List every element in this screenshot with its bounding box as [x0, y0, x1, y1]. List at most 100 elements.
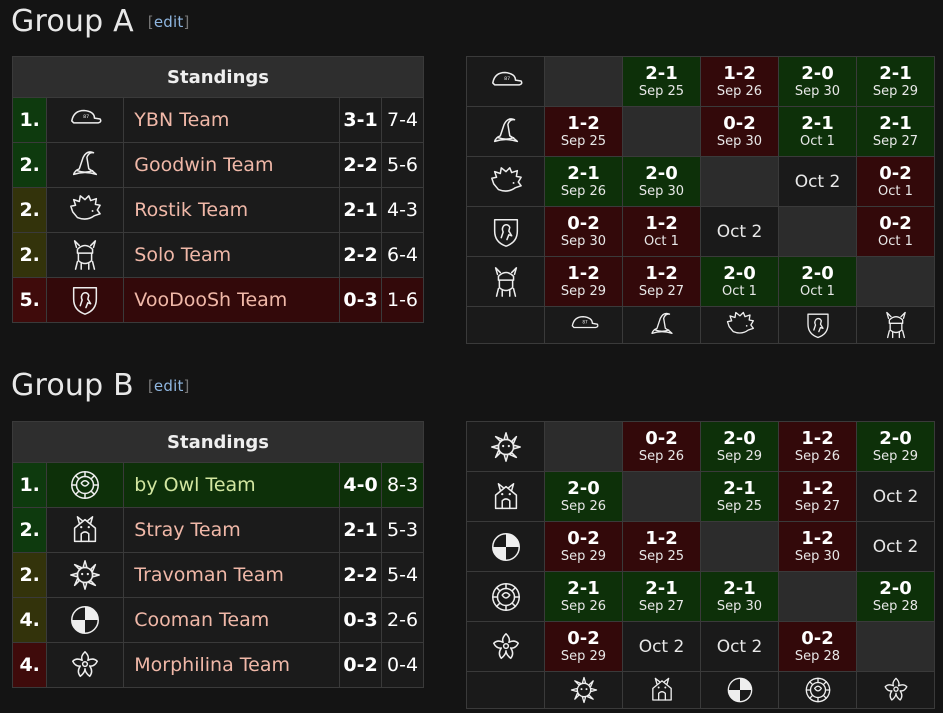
column-team-logo[interactable]: [778, 306, 857, 344]
match-result-cell[interactable]: 2-1 Oct 1: [778, 106, 857, 157]
row-team-logo[interactable]: [466, 206, 545, 257]
group-title-text: Group A: [11, 4, 134, 39]
team-name-link[interactable]: VooDooSh Team: [123, 277, 341, 323]
match-result-cell[interactable]: 2-0 Sep 30: [622, 156, 701, 207]
team-name-link[interactable]: Rostik Team: [123, 187, 341, 233]
match-result-cell[interactable]: 2-1 Sep 27: [622, 571, 701, 622]
match-result-cell[interactable]: 2-0 Sep 29: [700, 421, 779, 472]
row-team-logo[interactable]: [466, 256, 545, 307]
match-result-cell[interactable]: 0-2 Sep 29: [544, 621, 623, 672]
team-logo[interactable]: [46, 462, 125, 508]
row-team-logo[interactable]: [466, 471, 545, 522]
match-date: Oct 1: [800, 283, 835, 299]
scheduled-match-cell[interactable]: Oct 2: [856, 471, 935, 522]
match-score: 2-0: [645, 162, 678, 184]
rank: 2.: [11, 142, 48, 188]
match-result-cell[interactable]: 0-2 Oct 1: [856, 156, 935, 207]
team-name-link[interactable]: YBN Team: [123, 97, 341, 143]
scheduled-match-cell[interactable]: Oct 2: [778, 156, 857, 207]
team-name-link[interactable]: Solo Team: [123, 232, 341, 278]
match-result-cell[interactable]: 2-1 Sep 29: [856, 56, 935, 107]
column-team-logo[interactable]: [700, 671, 779, 709]
row-team-logo[interactable]: [466, 156, 545, 207]
match-result-cell[interactable]: 2-1 Sep 25: [700, 471, 779, 522]
group-a-standings-table: Standings 1. 87 YBN Team 3-1 7-4 2. Good…: [11, 56, 424, 323]
match-date: Sep 30: [794, 83, 841, 99]
column-team-logo[interactable]: [700, 306, 779, 344]
scheduled-match-cell[interactable]: Oct 2: [700, 206, 779, 257]
team-logo[interactable]: [46, 642, 125, 688]
column-team-logo[interactable]: [856, 306, 935, 344]
team-name-link[interactable]: Goodwin Team: [123, 142, 341, 188]
match-result-cell[interactable]: 2-0 Sep 26: [544, 471, 623, 522]
row-team-logo[interactable]: [466, 621, 545, 672]
match-result-cell[interactable]: 2-1 Sep 27: [856, 106, 935, 157]
standings-row: 2. Rostik Team 2-1 4-3: [11, 187, 424, 233]
match-result-cell[interactable]: 1-2 Sep 29: [544, 256, 623, 307]
row-team-logo[interactable]: 87: [466, 56, 545, 107]
scheduled-match-cell[interactable]: Oct 2: [622, 621, 701, 672]
match-result-cell[interactable]: 0-2 Sep 26: [622, 421, 701, 472]
standings-row: 1. by Owl Team 4-0 8-3: [11, 462, 424, 508]
team-name-link[interactable]: Stray Team: [123, 507, 341, 553]
match-result-cell[interactable]: 1-2 Oct 1: [622, 206, 701, 257]
team-name-link[interactable]: Travoman Team: [123, 552, 341, 598]
edit-link[interactable]: [edit]: [147, 13, 190, 31]
team-name-link[interactable]: Morphilina Team: [123, 642, 341, 688]
match-result-cell[interactable]: 2-0 Sep 30: [778, 56, 857, 107]
match-result-cell[interactable]: 0-2 Sep 30: [544, 206, 623, 257]
match-result-cell[interactable]: 1-2 Sep 27: [622, 256, 701, 307]
team-logo[interactable]: [46, 277, 125, 323]
match-date: Sep 27: [794, 498, 841, 514]
edit-link-label[interactable]: edit: [153, 377, 184, 395]
match-score: 2-1: [645, 62, 678, 84]
team-name-link[interactable]: Cooman Team: [123, 597, 341, 643]
match-result-cell[interactable]: 2-0 Sep 29: [856, 421, 935, 472]
team-logo[interactable]: 87: [46, 97, 125, 143]
match-result-cell[interactable]: 2-0 Sep 28: [856, 571, 935, 622]
column-team-logo[interactable]: 87: [544, 306, 623, 344]
column-team-logo[interactable]: [622, 306, 701, 344]
match-score: 0-2: [567, 627, 600, 649]
match-result-cell[interactable]: 2-0 Oct 1: [700, 256, 779, 307]
column-team-logo[interactable]: [544, 671, 623, 709]
match-result-cell[interactable]: 1-2 Sep 26: [778, 421, 857, 472]
column-team-logo[interactable]: [778, 671, 857, 709]
team-logo[interactable]: [46, 552, 125, 598]
scheduled-match-cell[interactable]: Oct 2: [856, 521, 935, 572]
crosstable-row: 2-0 Sep 26 2-1 Sep 25 1-2 Sep 27 Oct 2: [466, 471, 935, 522]
row-team-logo[interactable]: [466, 571, 545, 622]
match-result-cell[interactable]: 2-0 Oct 1: [778, 256, 857, 307]
match-result-cell[interactable]: 0-2 Sep 28: [778, 621, 857, 672]
team-logo[interactable]: [46, 597, 125, 643]
edit-link[interactable]: [edit]: [147, 377, 190, 395]
edit-link-label[interactable]: edit: [153, 13, 184, 31]
team-name-link[interactable]: by Owl Team: [123, 462, 341, 508]
rank: 1.: [11, 97, 48, 143]
row-team-logo[interactable]: [466, 106, 545, 157]
match-record: 2-2: [339, 142, 383, 188]
team-logo[interactable]: [46, 187, 125, 233]
match-result-cell[interactable]: 1-2 Sep 25: [544, 106, 623, 157]
match-result-cell[interactable]: 1-2 Sep 25: [622, 521, 701, 572]
match-result-cell[interactable]: 1-2 Sep 26: [700, 56, 779, 107]
team-logo[interactable]: [46, 507, 125, 553]
match-date: Sep 27: [638, 283, 685, 299]
match-record: 2-2: [339, 552, 383, 598]
row-team-logo[interactable]: [466, 421, 545, 472]
match-result-cell[interactable]: 2-1 Sep 26: [544, 156, 623, 207]
row-team-logo[interactable]: [466, 521, 545, 572]
match-result-cell[interactable]: 2-1 Sep 30: [700, 571, 779, 622]
match-result-cell[interactable]: 2-1 Sep 26: [544, 571, 623, 622]
match-result-cell[interactable]: 1-2 Sep 27: [778, 471, 857, 522]
match-result-cell[interactable]: 0-2 Sep 29: [544, 521, 623, 572]
column-team-logo[interactable]: [622, 671, 701, 709]
match-result-cell[interactable]: 0-2 Oct 1: [856, 206, 935, 257]
match-result-cell[interactable]: 0-2 Sep 30: [700, 106, 779, 157]
match-result-cell[interactable]: 2-1 Sep 25: [622, 56, 701, 107]
team-logo[interactable]: [46, 142, 125, 188]
team-logo[interactable]: [46, 232, 125, 278]
match-result-cell[interactable]: 1-2 Sep 30: [778, 521, 857, 572]
scheduled-match-cell[interactable]: Oct 2: [700, 621, 779, 672]
column-team-logo[interactable]: [856, 671, 935, 709]
